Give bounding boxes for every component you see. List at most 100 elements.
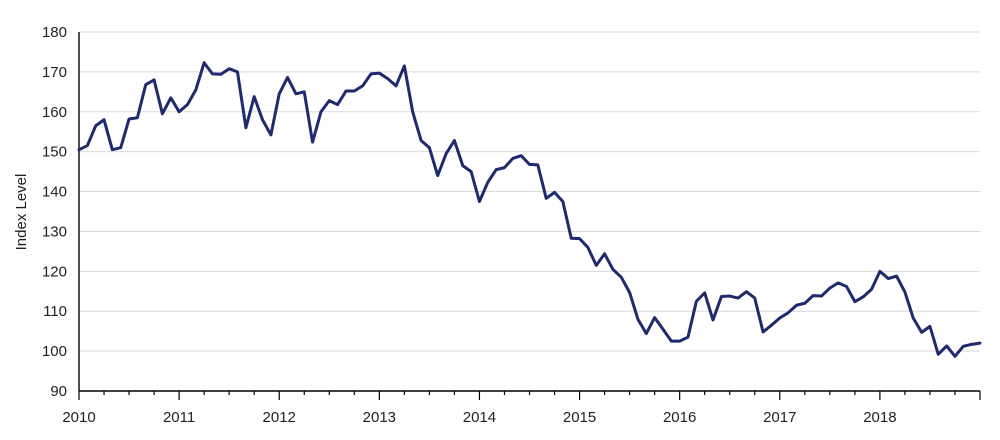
- data-point: [186, 103, 188, 105]
- x-tick-label: 2015: [563, 409, 596, 426]
- x-tick-label: 2017: [763, 409, 796, 426]
- gridlines: [79, 31, 980, 352]
- data-point: [854, 300, 856, 302]
- data-point: [845, 285, 847, 287]
- data-point: [203, 62, 205, 64]
- data-point: [228, 67, 230, 69]
- data-point: [737, 297, 739, 299]
- data-point: [420, 139, 422, 141]
- data-point: [779, 317, 781, 319]
- data-point: [812, 294, 814, 296]
- data-point: [662, 328, 664, 330]
- data-point: [820, 295, 822, 297]
- data-point: [161, 113, 163, 115]
- data-point: [487, 181, 489, 183]
- data-point: [503, 166, 505, 168]
- data-point: [528, 163, 530, 165]
- data-point: [762, 331, 764, 333]
- data-point: [386, 77, 388, 79]
- data-point: [403, 65, 405, 67]
- data-point: [103, 119, 105, 121]
- data-point: [945, 345, 947, 347]
- data-point: [453, 139, 455, 141]
- data-point: [954, 355, 956, 357]
- data-point: [895, 275, 897, 277]
- data-point: [378, 72, 380, 74]
- data-point: [729, 295, 731, 297]
- data-point: [637, 318, 639, 320]
- data-point: [170, 97, 172, 99]
- y-axis-title: Index Level: [13, 174, 30, 251]
- data-point: [787, 312, 789, 314]
- data-point: [253, 95, 255, 97]
- data-point: [236, 71, 238, 73]
- data-point: [979, 342, 981, 344]
- data-point: [270, 134, 272, 136]
- data-point: [303, 91, 305, 93]
- data-point: [703, 292, 705, 294]
- x-tick-label: 2016: [663, 409, 696, 426]
- y-tick-label: 110: [43, 303, 67, 320]
- data-point: [336, 103, 338, 105]
- series-line-0: [77, 61, 982, 358]
- data-point: [754, 297, 756, 299]
- data-point: [695, 300, 697, 302]
- data-point: [470, 170, 472, 172]
- data-point: [361, 85, 363, 87]
- data-point: [937, 353, 939, 355]
- series-layer: [77, 61, 982, 358]
- data-point: [195, 89, 197, 91]
- y-tick-label: 100: [42, 343, 67, 360]
- data-point: [770, 324, 772, 326]
- data-point: [220, 73, 222, 75]
- data-point: [495, 168, 497, 170]
- data-point: [95, 125, 97, 127]
- data-point: [962, 345, 964, 347]
- x-tick-label: 2014: [463, 409, 496, 426]
- data-point: [128, 118, 130, 120]
- data-point: [436, 174, 438, 176]
- y-tick-label: 130: [42, 223, 67, 240]
- data-point: [829, 287, 831, 289]
- data-point: [645, 332, 647, 334]
- data-point: [428, 146, 430, 148]
- data-point: [328, 99, 330, 101]
- y-tick-label: 180: [42, 24, 67, 41]
- x-tick-label: 2018: [863, 409, 896, 426]
- data-point: [870, 288, 872, 290]
- x-tick-label: 2010: [62, 409, 95, 426]
- data-point: [603, 253, 605, 255]
- y-tick-label: 120: [42, 263, 67, 280]
- data-point: [278, 93, 280, 95]
- data-point: [912, 317, 914, 319]
- y-tick-label: 160: [42, 104, 67, 121]
- x-tick-label: 2013: [363, 409, 396, 426]
- data-point: [678, 340, 680, 342]
- data-point: [178, 111, 180, 113]
- data-point: [311, 141, 313, 143]
- data-point: [395, 85, 397, 87]
- data-point: [286, 76, 288, 78]
- data-point: [370, 73, 372, 75]
- data-point: [353, 90, 355, 92]
- data-point: [411, 111, 413, 113]
- data-point: [345, 90, 347, 92]
- data-point: [545, 197, 547, 199]
- data-point: [879, 270, 881, 272]
- data-point: [795, 304, 797, 306]
- data-point: [804, 302, 806, 304]
- data-point: [620, 276, 622, 278]
- data-point: [862, 296, 864, 298]
- y-tick-label: 170: [42, 64, 67, 81]
- data-point: [512, 157, 514, 159]
- data-point: [520, 154, 522, 156]
- data-point: [712, 319, 714, 321]
- data-point: [78, 148, 80, 150]
- data-point: [145, 83, 147, 85]
- data-point: [136, 117, 138, 119]
- data-point: [153, 79, 155, 81]
- data-point: [86, 144, 88, 146]
- data-point: [261, 119, 263, 121]
- y-tick-label: 90: [50, 383, 67, 400]
- data-point: [904, 291, 906, 293]
